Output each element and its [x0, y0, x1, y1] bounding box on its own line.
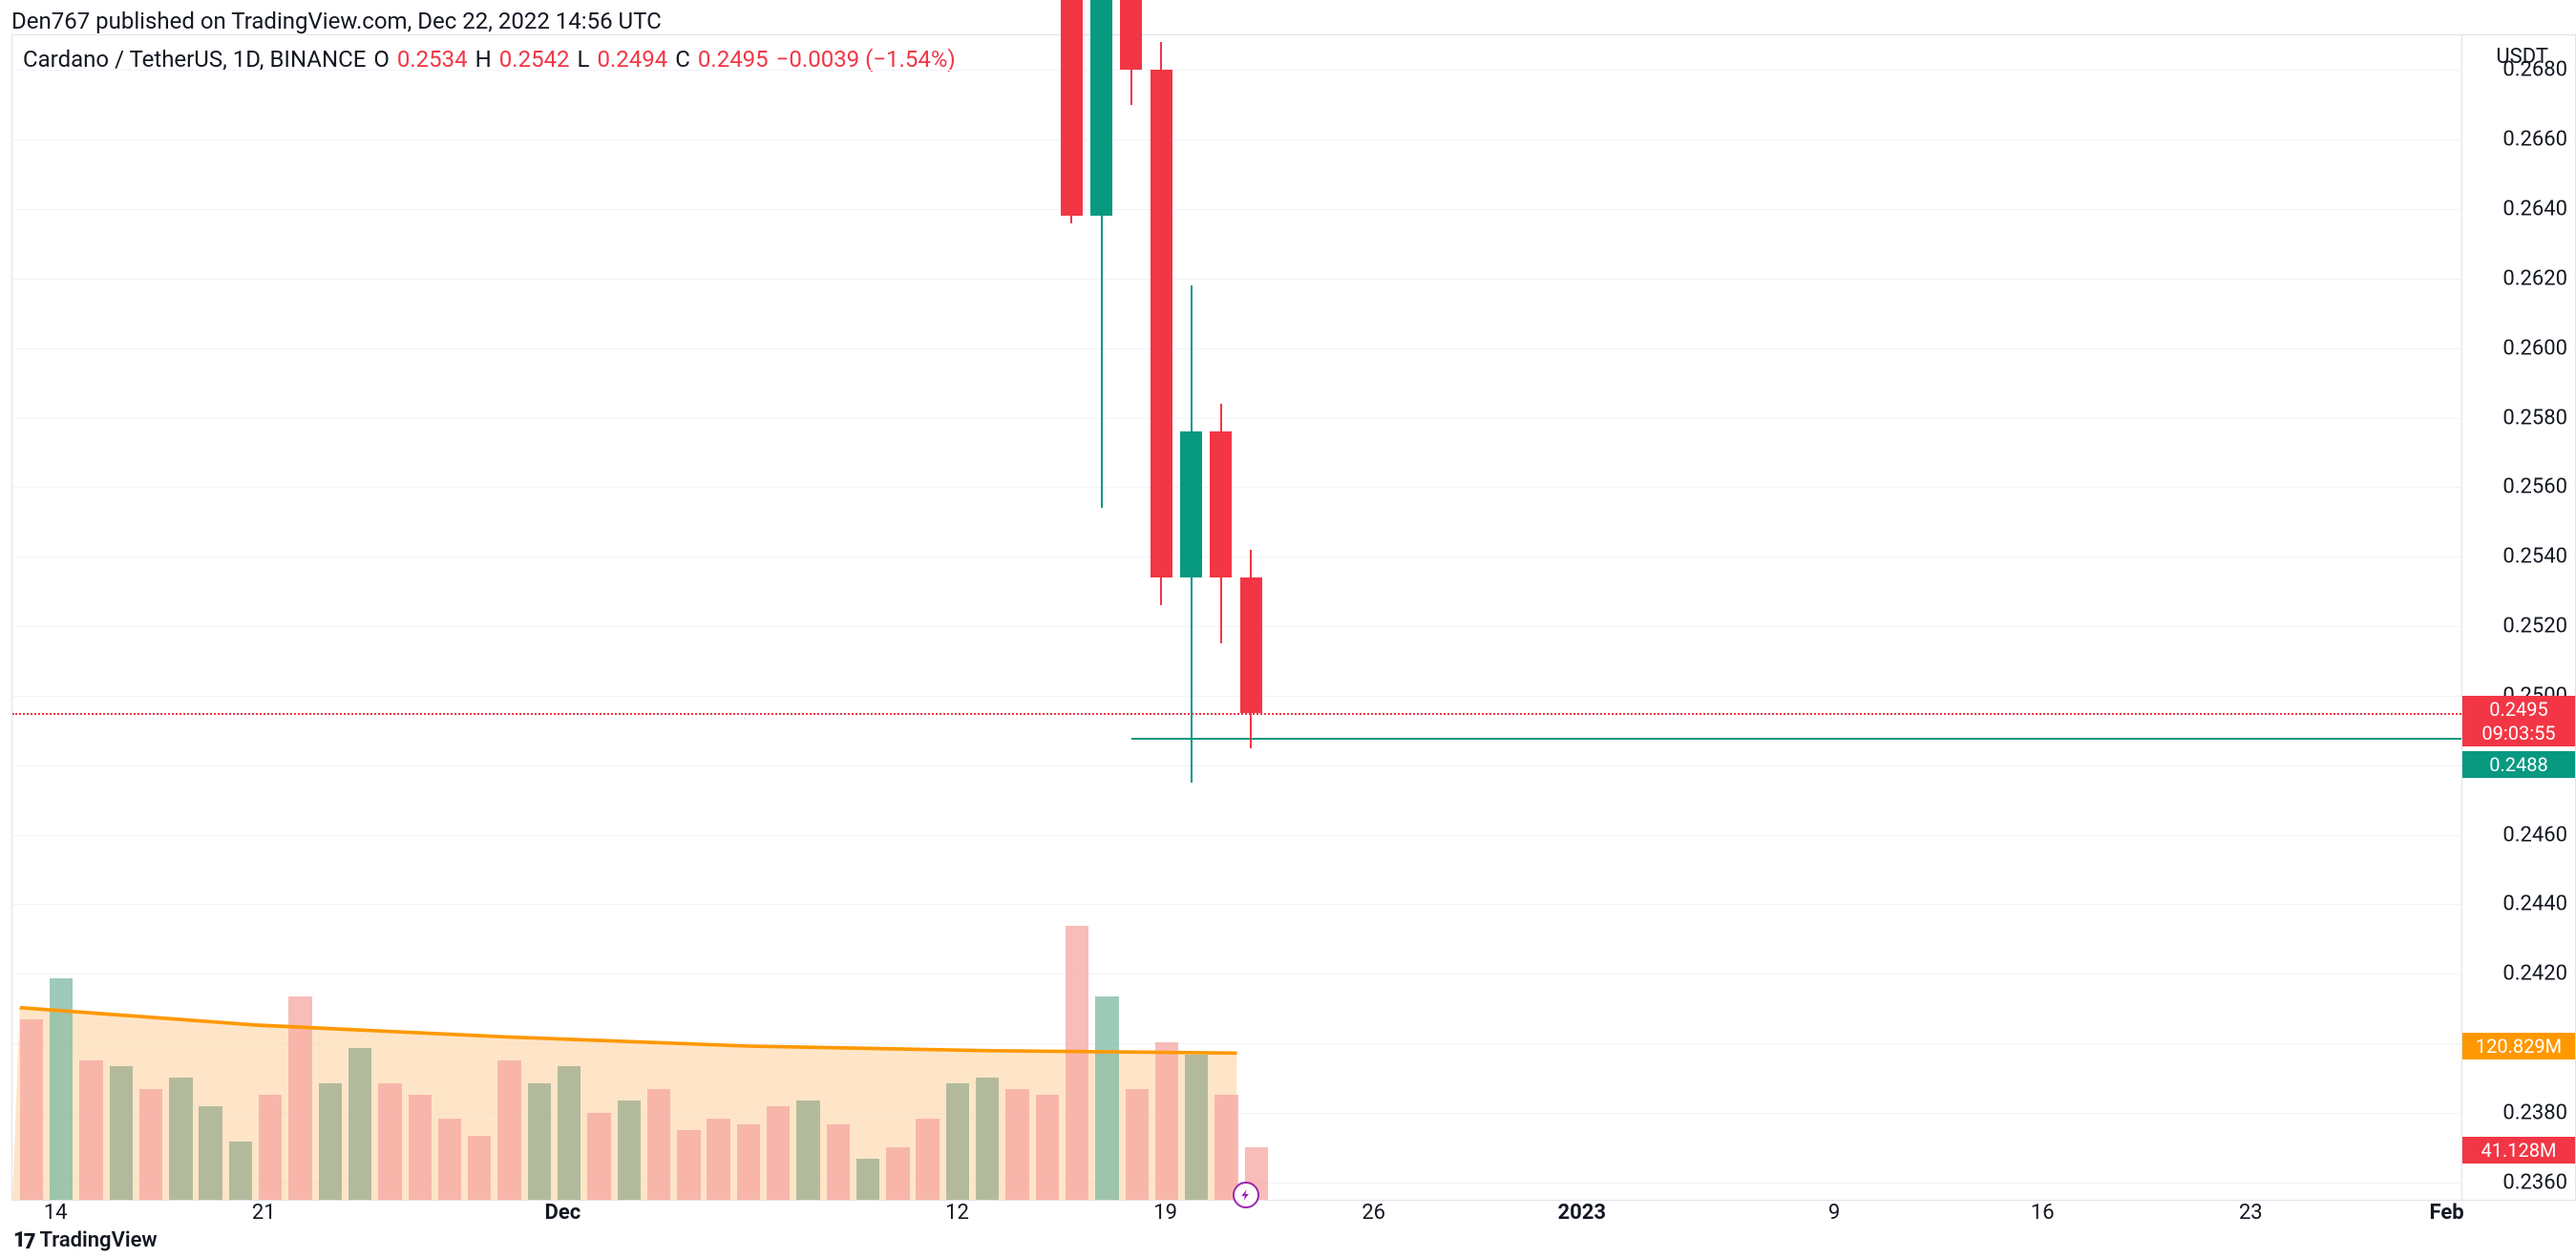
- time-tick: 9: [1828, 1201, 1840, 1225]
- price-tick: 0.2440: [2502, 892, 2567, 916]
- price-tick: 0.2420: [2502, 962, 2567, 986]
- price-tick: 0.2660: [2502, 128, 2567, 152]
- candle-body: [1120, 0, 1142, 70]
- tv-icon: 17: [13, 1228, 34, 1252]
- time-tick: Dec: [545, 1201, 581, 1225]
- time-tick: 2023: [1558, 1201, 1607, 1225]
- candle: [1061, 35, 1083, 1200]
- price-label-vol_ma_label: 120.829M: [2462, 1033, 2575, 1059]
- price-tick: 0.2640: [2502, 198, 2567, 221]
- price-label-countdown_label: 09:03:55: [2462, 720, 2575, 746]
- price-tick: 0.2380: [2502, 1101, 2567, 1124]
- tradingview-logo: 17 TradingView: [13, 1228, 158, 1252]
- time-tick: 14: [44, 1201, 68, 1225]
- candle: [1120, 35, 1142, 1200]
- candle: [1151, 35, 1172, 1200]
- price-tick: 0.2520: [2502, 615, 2567, 639]
- logo-text: TradingView: [40, 1228, 158, 1252]
- price-tick: 0.2360: [2502, 1170, 2567, 1194]
- time-tick: 23: [2239, 1201, 2263, 1225]
- time-tick: 21: [252, 1201, 276, 1225]
- price-tick: 0.2620: [2502, 266, 2567, 290]
- time-tick: Feb: [2430, 1201, 2464, 1225]
- candle-body: [1061, 0, 1083, 216]
- time-axis[interactable]: 14 21 Dec 12 19 26 2023 9 16 23 Feb: [11, 1201, 2461, 1231]
- time-tick: 19: [1153, 1201, 1177, 1225]
- price-tick: 0.2560: [2502, 475, 2567, 499]
- candle-body: [1240, 577, 1262, 713]
- price-label-current_price_label: 0.2495: [2462, 696, 2575, 723]
- candle: [1180, 35, 1202, 1200]
- time-tick: 16: [2031, 1201, 2055, 1225]
- candle-body: [1210, 431, 1232, 577]
- lightning-icon: [1239, 1188, 1253, 1202]
- candle-body: [1151, 70, 1172, 577]
- candle-body: [1180, 431, 1202, 577]
- time-tick: 26: [1362, 1201, 1385, 1225]
- volume-ma-line: [12, 35, 2461, 1200]
- candle: [1210, 35, 1232, 1200]
- price-label-support_label: 0.2488: [2462, 751, 2575, 778]
- publish-header: Den767 published on TradingView.com, Dec…: [11, 8, 662, 34]
- price-chart[interactable]: [11, 34, 2461, 1201]
- price-tick: 0.2460: [2502, 823, 2567, 847]
- price-axis[interactable]: USDT 0.26800.26600.26400.26200.26000.258…: [2461, 34, 2576, 1201]
- candle-body: [1090, 0, 1112, 216]
- time-tick: 12: [945, 1201, 969, 1225]
- price-label-vol_label: 41.128M: [2462, 1137, 2575, 1164]
- price-tick: 0.2600: [2502, 336, 2567, 360]
- candle: [1240, 35, 1262, 1200]
- price-tick: 0.2680: [2502, 58, 2567, 82]
- price-tick: 0.2540: [2502, 545, 2567, 569]
- candle: [1090, 35, 1112, 1200]
- price-tick: 0.2580: [2502, 406, 2567, 430]
